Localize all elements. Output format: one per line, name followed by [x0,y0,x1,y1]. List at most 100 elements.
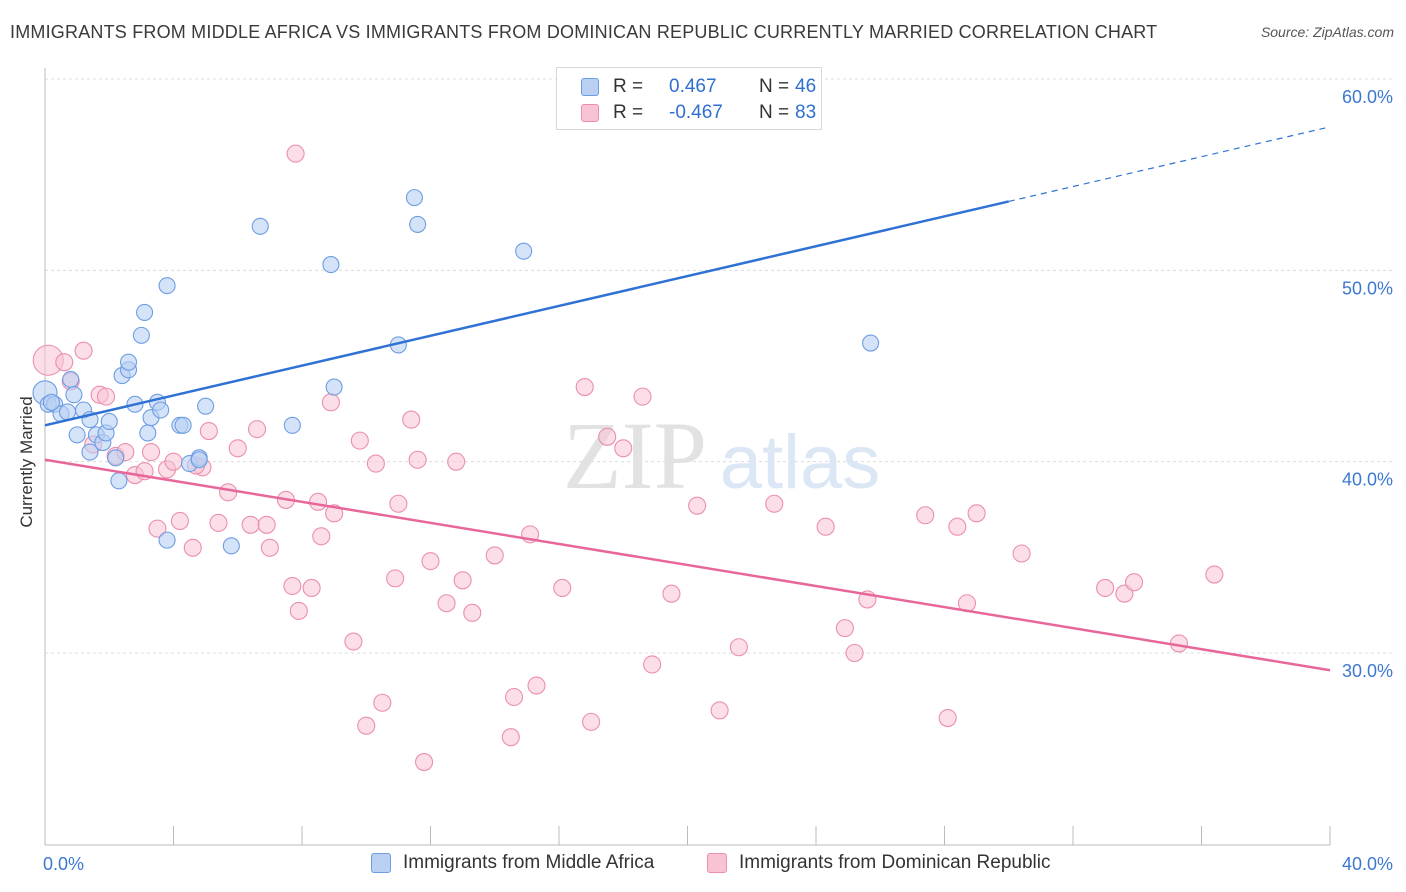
series-middle-africa-points [32,189,880,555]
data-point-middle-africa [322,256,340,274]
data-point-dominican-republic [575,377,594,397]
data-point-dominican-republic [463,603,482,622]
data-point-dominican-republic [302,578,321,597]
data-point-dominican-republic [408,450,427,469]
data-point-dominican-republic [421,552,440,571]
data-point-middle-africa [68,426,86,444]
data-point-dominican-republic [688,496,707,515]
data-point-middle-africa [158,277,176,295]
y-tick-label: 60.0% [1342,87,1393,107]
chart-title: IMMIGRANTS FROM MIDDLE AFRICA VS IMMIGRA… [10,22,1158,42]
data-point-dominican-republic [289,601,308,620]
data-point-dominican-republic [209,513,228,532]
data-point-middle-africa [139,424,157,442]
data-point-middle-africa [42,393,60,411]
data-point-dominican-republic [501,728,520,747]
data-point-middle-africa [152,401,170,419]
data-point-dominican-republic [835,619,854,638]
x-tick-label: 0.0% [43,854,84,874]
data-point-dominican-republic [257,515,276,534]
legend-r-label: R = [613,102,644,123]
source-credit: Source: ZipAtlas.com [1260,24,1394,40]
data-point-dominican-republic [283,576,302,596]
data-point-dominican-republic [437,594,456,613]
gridlines [45,78,1395,654]
data-point-dominican-republic [350,431,369,450]
data-point-dominican-republic [312,527,331,546]
bottom-legend-label: Immigrants from Middle Africa [403,852,655,873]
trend-line-middle-africa-extension [1008,126,1331,203]
data-point-dominican-republic [325,504,344,523]
bottom-legend-label: Immigrants from Dominican Republic [739,852,1051,873]
y-tick-label: 30.0% [1342,661,1393,681]
data-point-middle-africa [136,303,154,321]
data-point-middle-africa [405,189,423,207]
data-point-middle-africa [65,386,83,404]
data-point-dominican-republic [402,410,421,429]
data-point-dominican-republic [96,387,116,406]
data-point-dominican-republic [938,709,957,728]
data-point-dominican-republic [219,483,238,502]
data-point-dominican-republic [321,393,340,412]
axes [44,68,1331,846]
legend-n-label: N = [759,102,790,123]
data-point-dominican-republic [614,439,633,458]
data-point-middle-africa [283,416,301,434]
trend-line-middle-africa [44,200,1010,427]
data-point-dominican-republic [710,701,729,720]
data-point-dominican-republic [170,511,189,531]
watermark-atlas: atlas [720,420,881,505]
data-point-dominican-republic [1124,573,1144,592]
data-point-middle-africa [222,537,240,555]
data-point-dominican-republic [389,494,408,513]
data-point-dominican-republic [485,546,504,565]
data-point-dominican-republic [366,454,385,473]
trend-lines [44,126,1331,672]
data-point-dominican-republic [729,638,748,657]
data-point-dominican-republic [199,422,218,441]
data-point-dominican-republic [1205,565,1224,584]
data-point-dominican-republic [765,494,784,513]
data-point-middle-africa [62,370,80,388]
watermark: ZIP atlas [563,402,880,509]
data-point-middle-africa [197,397,215,415]
legend-n-value: 46 [795,76,817,97]
data-point-dominican-republic [1012,544,1031,563]
correlation-legend: R = 0.467 N = 46 R = -0.467 N = 83 [556,67,822,130]
data-point-dominican-republic [967,504,986,523]
legend-r-label: R = [613,76,644,97]
data-point-dominican-republic [241,515,260,534]
bottom-legend-swatch-blue [371,853,391,873]
data-point-dominican-republic [164,452,183,471]
data-point-middle-africa [100,412,118,431]
x-tick-label: 40.0% [1342,854,1393,874]
data-point-middle-africa [119,353,138,371]
data-point-middle-africa [862,334,880,352]
data-point-dominican-republic [816,517,835,536]
data-point-middle-africa [174,416,192,434]
data-point-dominican-republic [582,712,601,731]
data-point-dominican-republic [453,571,472,590]
legend-r-value: 0.467 [669,76,717,97]
watermark-zip: ZIP [563,402,707,509]
data-point-middle-africa [158,531,176,549]
data-point-dominican-republic [553,578,572,597]
data-point-dominican-republic [373,693,392,712]
data-point-dominican-republic [357,716,376,735]
legend-n-value: 83 [795,102,817,123]
data-point-dominican-republic [260,538,279,557]
y-tick-label: 50.0% [1342,278,1393,298]
data-point-dominican-republic [386,569,405,588]
data-point-middle-africa [251,217,269,235]
data-point-dominican-republic [183,538,202,557]
data-point-dominican-republic [633,387,652,406]
data-point-middle-africa [515,242,533,260]
y-tick-label: 40.0% [1342,470,1393,490]
data-point-dominican-republic [1096,578,1115,597]
data-point-dominican-republic [309,492,328,511]
data-point-middle-africa [409,215,427,233]
data-point-dominican-republic [948,517,967,536]
data-point-dominican-republic [447,452,466,471]
data-point-middle-africa [110,472,128,490]
data-point-dominican-republic [415,753,434,772]
